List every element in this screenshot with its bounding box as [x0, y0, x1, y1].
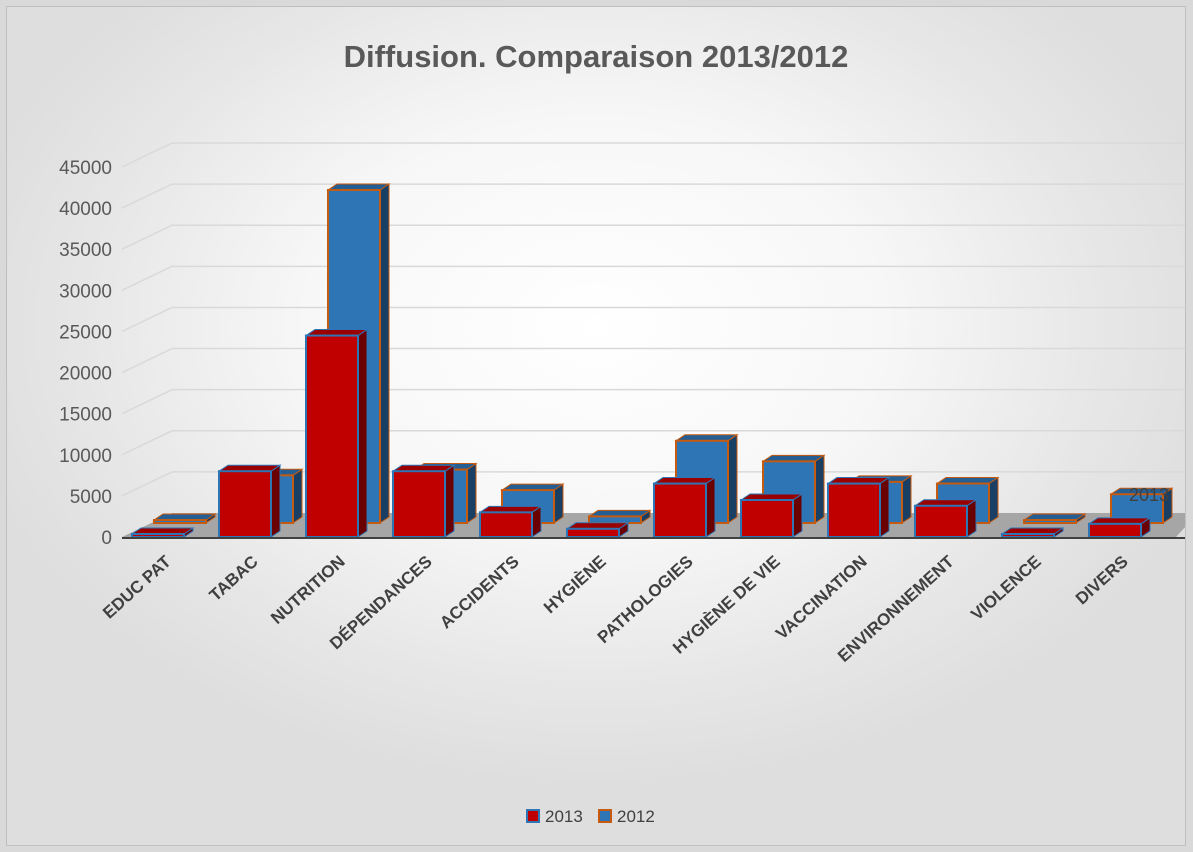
y-tick-label: 0 [101, 528, 112, 549]
x-tick-label: TABAC [206, 552, 262, 605]
bar-2013-nutrition [304, 328, 369, 538]
bar-2013-hygiene-de-vie [739, 493, 804, 538]
bar-2013-pathologies [652, 476, 717, 538]
x-tick-label: NUTRITION [267, 552, 348, 628]
bar-2013-accidents [478, 505, 543, 539]
legend-label: 2012 [617, 807, 655, 826]
gridline-diag [121, 265, 173, 292]
y-tick-label: 20000 [59, 364, 112, 385]
gridline-diag [121, 183, 173, 209]
bar-2013-vaccination [826, 476, 891, 538]
legend: 2013 2012 [526, 807, 655, 826]
x-tick-label: HYGIÈNE [540, 552, 610, 617]
gridline-diag [121, 224, 173, 250]
depth-axis-label: 2013 [1129, 485, 1169, 505]
bar-2013-educ-pat [130, 527, 195, 538]
gridlines [121, 142, 1185, 497]
bar-2012-hygiene [587, 509, 652, 524]
legend-item: 2013 [526, 807, 583, 826]
x-tick-label: DIVERS [1072, 552, 1132, 608]
y-tick-label: 5000 [70, 487, 112, 508]
y-tick-label: 45000 [59, 158, 112, 179]
legend-swatch [598, 809, 612, 823]
y-tick-label: 30000 [59, 281, 112, 302]
y-tick-label: 40000 [59, 199, 112, 220]
legend-label: 2013 [545, 807, 583, 826]
legend-item: 2012 [598, 807, 655, 826]
bar-2012-educ-pat [152, 513, 217, 524]
bar-2013-dependances [391, 464, 456, 539]
depth-annotations: 2013 [1129, 485, 1169, 505]
bar-2013-tabac [217, 464, 282, 539]
bar-2013-divers [1087, 516, 1152, 538]
chart-plot: 0 5000 10000 15000 20000 25000 30000 35000 40000… [59, 142, 1185, 826]
y-tick-label: 15000 [59, 405, 112, 426]
y-tick-label: 10000 [59, 446, 112, 467]
y-axis-ticks: 0 5000 10000 15000 20000 25000 30000 35000 40000… [59, 158, 112, 549]
chart-title: Diffusion. Comparaison 2013/2012 [343, 39, 849, 74]
gridline-diag [121, 471, 173, 497]
gridline-diag [121, 347, 173, 374]
gridline-diag [121, 142, 173, 168]
y-tick-label: 25000 [59, 322, 112, 343]
gridline-diag [121, 388, 173, 415]
gridline-diag [121, 306, 173, 333]
bar-2013-violence [1000, 527, 1065, 538]
gridline-diag [121, 430, 173, 456]
bar-2012-violence [1022, 513, 1087, 524]
x-tick-label: VACCINATION [772, 552, 871, 643]
bar-2013-hygiene [565, 521, 630, 538]
chart-frame: Diffusion. Comparaison 2013/2012 0 5000 10… [6, 6, 1186, 846]
series-2013-bars [130, 328, 1152, 539]
x-tick-label: VIOLENCE [967, 552, 1044, 624]
legend-swatch [526, 809, 540, 823]
y-tick-label: 35000 [59, 240, 112, 261]
bar-2013-environnement [913, 498, 978, 538]
x-tick-label: EDUC PAT [99, 551, 175, 622]
x-tick-label: ACCIDENTS [436, 552, 522, 632]
